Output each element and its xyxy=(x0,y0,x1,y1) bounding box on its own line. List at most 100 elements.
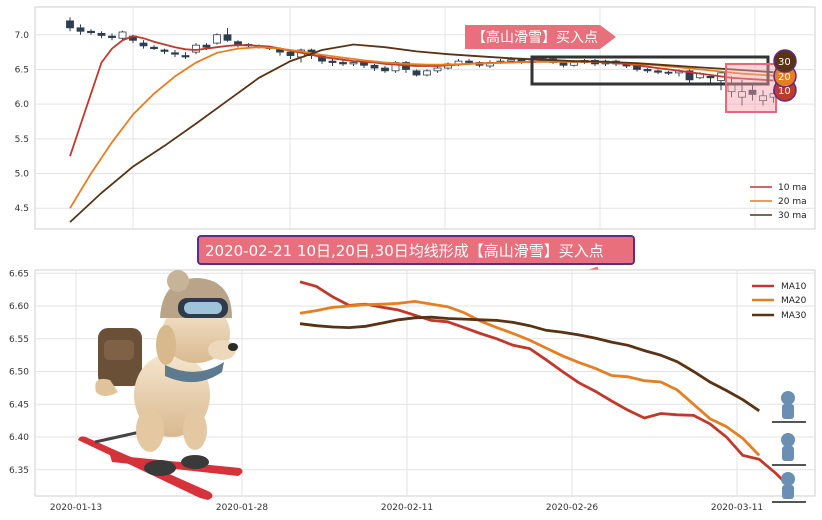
badge-10: 10 xyxy=(778,86,791,97)
price-y-tick-label: 6.0 xyxy=(15,100,30,110)
signal-highlight-box xyxy=(530,55,770,86)
candle-body xyxy=(286,51,295,56)
candle xyxy=(192,43,200,55)
ma-y-tick-label: 6.35 xyxy=(9,466,29,476)
candle xyxy=(181,52,190,60)
candle-body xyxy=(412,70,421,76)
signal-pink-box xyxy=(725,63,777,113)
candle-body xyxy=(706,75,715,79)
candle-body xyxy=(66,20,74,29)
legend-30ma: 30 ma xyxy=(778,211,807,221)
ma-x-axis: 2020-01-13 2020-01-28 2020-02-11 2020-02-26… xyxy=(50,503,763,513)
candle xyxy=(66,17,74,32)
ma-line-ma10 xyxy=(299,280,793,491)
badge-20: 20 xyxy=(778,72,791,83)
ma-y-tick-label: 6.60 xyxy=(9,302,29,312)
middle-signal-banner: 2020-02-21 10日,20日,30日均线形成【高山滑雪】买入点 xyxy=(197,235,635,265)
ma-badges: 30 20 10 xyxy=(773,49,797,102)
candle-body xyxy=(181,55,190,58)
candle-body xyxy=(202,44,211,48)
legend-10ma: 10 ma xyxy=(778,183,807,193)
ma-x-tick-label: 2020-03-11 xyxy=(711,503,763,513)
candle xyxy=(223,27,232,42)
candle xyxy=(328,59,337,66)
candle-body xyxy=(738,91,746,98)
candle-body xyxy=(349,62,358,65)
price-y-tick-label: 7.0 xyxy=(15,31,30,41)
legend-ma10: MA10 xyxy=(781,282,807,292)
candle xyxy=(381,65,389,73)
price-y-tick-label: 5.0 xyxy=(15,170,30,180)
candle-body xyxy=(360,62,368,66)
candle-body xyxy=(97,32,106,36)
ma-x-tick-label: 2020-02-26 xyxy=(546,503,599,513)
candle xyxy=(97,31,106,39)
candle-body xyxy=(328,60,337,63)
candle-body xyxy=(223,34,232,41)
candle xyxy=(423,69,431,77)
ma-x-tick-label: 2020-02-11 xyxy=(381,503,433,513)
candle-body xyxy=(108,35,116,38)
candle xyxy=(213,33,221,45)
candle-body xyxy=(465,60,473,63)
ma-panel: 6.356.406.456.506.556.606.65 2020-01-13 2… xyxy=(9,269,816,513)
ma-y-tick-label: 6.40 xyxy=(9,433,29,443)
price-ma-lines xyxy=(69,35,774,223)
candle-body xyxy=(213,34,221,44)
candle xyxy=(160,48,169,55)
ma-y-tick-label: 6.50 xyxy=(9,368,29,378)
legend-20ma: 20 ma xyxy=(778,197,807,207)
small-skier-icons xyxy=(772,391,806,503)
small-skier-icon-2 xyxy=(772,433,806,466)
candle-body xyxy=(381,67,389,72)
candle-body xyxy=(150,46,158,50)
candle-body xyxy=(433,67,442,72)
candle xyxy=(412,69,421,77)
ma-line-20 xyxy=(69,46,774,209)
ma-y-tick-label: 6.65 xyxy=(9,269,29,279)
top-signal-banner-text: 【高山滑雪】买入点 xyxy=(472,29,598,46)
candle xyxy=(643,68,652,73)
candle-body xyxy=(171,52,179,55)
candle-body xyxy=(370,64,379,69)
ma-x-tick-label: 2020-01-28 xyxy=(216,503,269,513)
top-signal-banner: 【高山滑雪】买入点 xyxy=(465,25,616,49)
badge-30: 30 xyxy=(778,57,791,68)
candle-body xyxy=(507,59,515,62)
candle-body xyxy=(559,62,568,66)
candle xyxy=(706,74,715,84)
candle xyxy=(759,90,767,106)
candle xyxy=(664,70,673,75)
price-y-tick-label: 4.5 xyxy=(15,204,29,214)
candle-body xyxy=(339,62,347,65)
candle-body xyxy=(423,70,431,76)
candle xyxy=(748,83,757,101)
ma-legend: MA10 MA20 MA30 xyxy=(752,282,807,321)
candle xyxy=(108,33,116,41)
candle-body xyxy=(139,42,148,47)
ma-y-tick-label: 6.45 xyxy=(9,400,29,410)
candle-body xyxy=(685,70,694,81)
candle xyxy=(118,30,127,40)
candle xyxy=(433,65,442,73)
candle xyxy=(339,60,347,66)
ma-x-tick-label: 2020-01-13 xyxy=(50,503,102,513)
price-panel: 4.5 5.0 5.5 6.0 6.5 7.0 【高山滑雪】买入点 30 20 10 10… xyxy=(15,6,816,230)
ma-y-tick-label: 6.55 xyxy=(9,335,29,345)
candle-body xyxy=(664,71,673,74)
candle xyxy=(87,29,95,35)
candle-body xyxy=(759,95,767,102)
candle-body xyxy=(643,69,652,72)
candle xyxy=(139,40,148,49)
candle-body xyxy=(570,62,578,66)
candle-body xyxy=(87,30,95,34)
price-legend: 10 ma 20 ma 30 ma xyxy=(750,183,807,221)
candle xyxy=(370,63,379,71)
ma-line-30 xyxy=(69,43,774,223)
candle xyxy=(150,45,158,51)
small-skier-icon-3 xyxy=(772,472,806,503)
price-y-tick-label: 6.5 xyxy=(15,65,29,75)
candle xyxy=(171,50,179,57)
ma-lines xyxy=(299,280,793,491)
price-y-tick-label: 5.5 xyxy=(15,135,29,145)
